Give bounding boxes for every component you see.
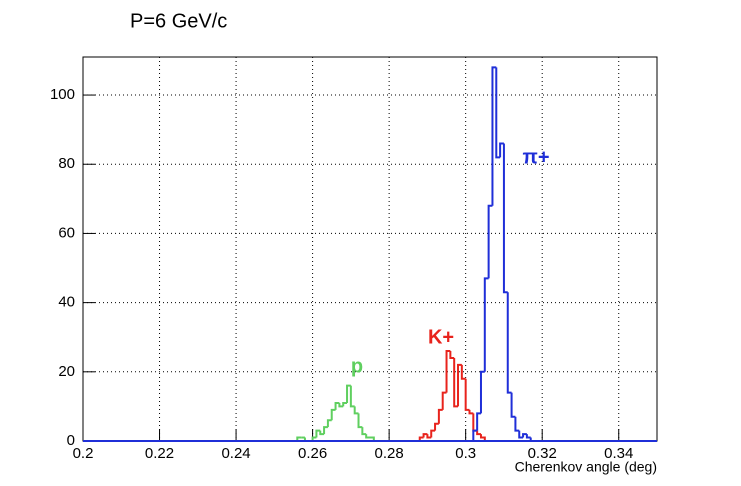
y-tick-label: 40 (58, 294, 75, 311)
histogram-bin (525, 434, 531, 439)
histogram-bin (457, 363, 462, 407)
histogram-bin (476, 412, 481, 431)
series-label: π+ (523, 146, 550, 168)
histogram-bin (357, 413, 363, 429)
histogram-bin (464, 378, 470, 411)
histogram-bin (311, 436, 317, 441)
y-tick-label: 0 (67, 432, 75, 449)
histogram-bin (349, 385, 355, 408)
histogram-bin (472, 429, 478, 441)
histogram-bin (476, 430, 481, 436)
histogram-bin (453, 357, 459, 408)
histogram-bin (434, 422, 439, 431)
histogram-bin (483, 277, 489, 372)
histogram-bin (449, 351, 455, 359)
histogram-bin (491, 66, 497, 206)
x-tick-label: 0.26 (298, 445, 327, 462)
histogram-bin (346, 384, 351, 403)
series-label: p (351, 355, 363, 377)
histogram-bin (338, 402, 344, 408)
plot-frame (82, 56, 658, 442)
y-tick-label: 100 (50, 86, 75, 103)
histogram-bin (330, 408, 336, 421)
x-tick-label: 0.3 (455, 445, 476, 462)
histogram-bin (487, 204, 493, 279)
x-tick-label: 0.34 (604, 445, 633, 462)
x-tick-label: 0.22 (145, 445, 174, 462)
histogram-bin (315, 429, 321, 438)
histogram-bin (499, 142, 504, 158)
histogram-bin (479, 434, 486, 441)
x-tick-label: 0.2 (73, 445, 94, 462)
y-tick-label: 60 (58, 224, 75, 241)
histogram-bin (495, 67, 501, 159)
histogram-bin (353, 406, 359, 415)
histogram-bin (426, 434, 432, 439)
x-tick-label: 0.28 (375, 445, 404, 462)
chart-title: P=6 GeV/c (130, 10, 227, 32)
histogram-bin (479, 370, 485, 414)
x-axis-label: Cherenkov angle (deg) (515, 459, 657, 475)
series-label: K+ (428, 326, 454, 348)
y-tick-label: 20 (58, 363, 75, 380)
histogram-bin (361, 427, 367, 436)
histogram-bin (418, 436, 424, 441)
histogram-bin (502, 143, 508, 294)
x-tick-label: 0.32 (528, 445, 557, 462)
histogram-bin (506, 292, 512, 394)
histogram-bin (445, 350, 451, 393)
histogram-bin (296, 436, 302, 441)
histogram-bin (437, 408, 443, 424)
histogram-bin (326, 419, 332, 428)
histogram-bin (441, 391, 447, 410)
histogram-bin (430, 429, 436, 438)
histogram-bin (518, 430, 524, 439)
histogram-bin (334, 401, 340, 410)
histogram-bin (365, 434, 370, 439)
y-tick-label: 80 (58, 155, 75, 172)
histogram-bin (323, 426, 328, 435)
histogram-bin (522, 433, 527, 438)
histogram-bin (422, 433, 428, 438)
histogram-bin (510, 392, 516, 418)
histogram-bin (460, 364, 466, 380)
histogram-bin (514, 416, 520, 432)
histogram-bin (319, 430, 325, 436)
histogram-bin (370, 436, 375, 441)
histogram-bin (342, 401, 348, 407)
x-tick-label: 0.24 (221, 445, 250, 462)
histogram-bin (468, 409, 474, 415)
